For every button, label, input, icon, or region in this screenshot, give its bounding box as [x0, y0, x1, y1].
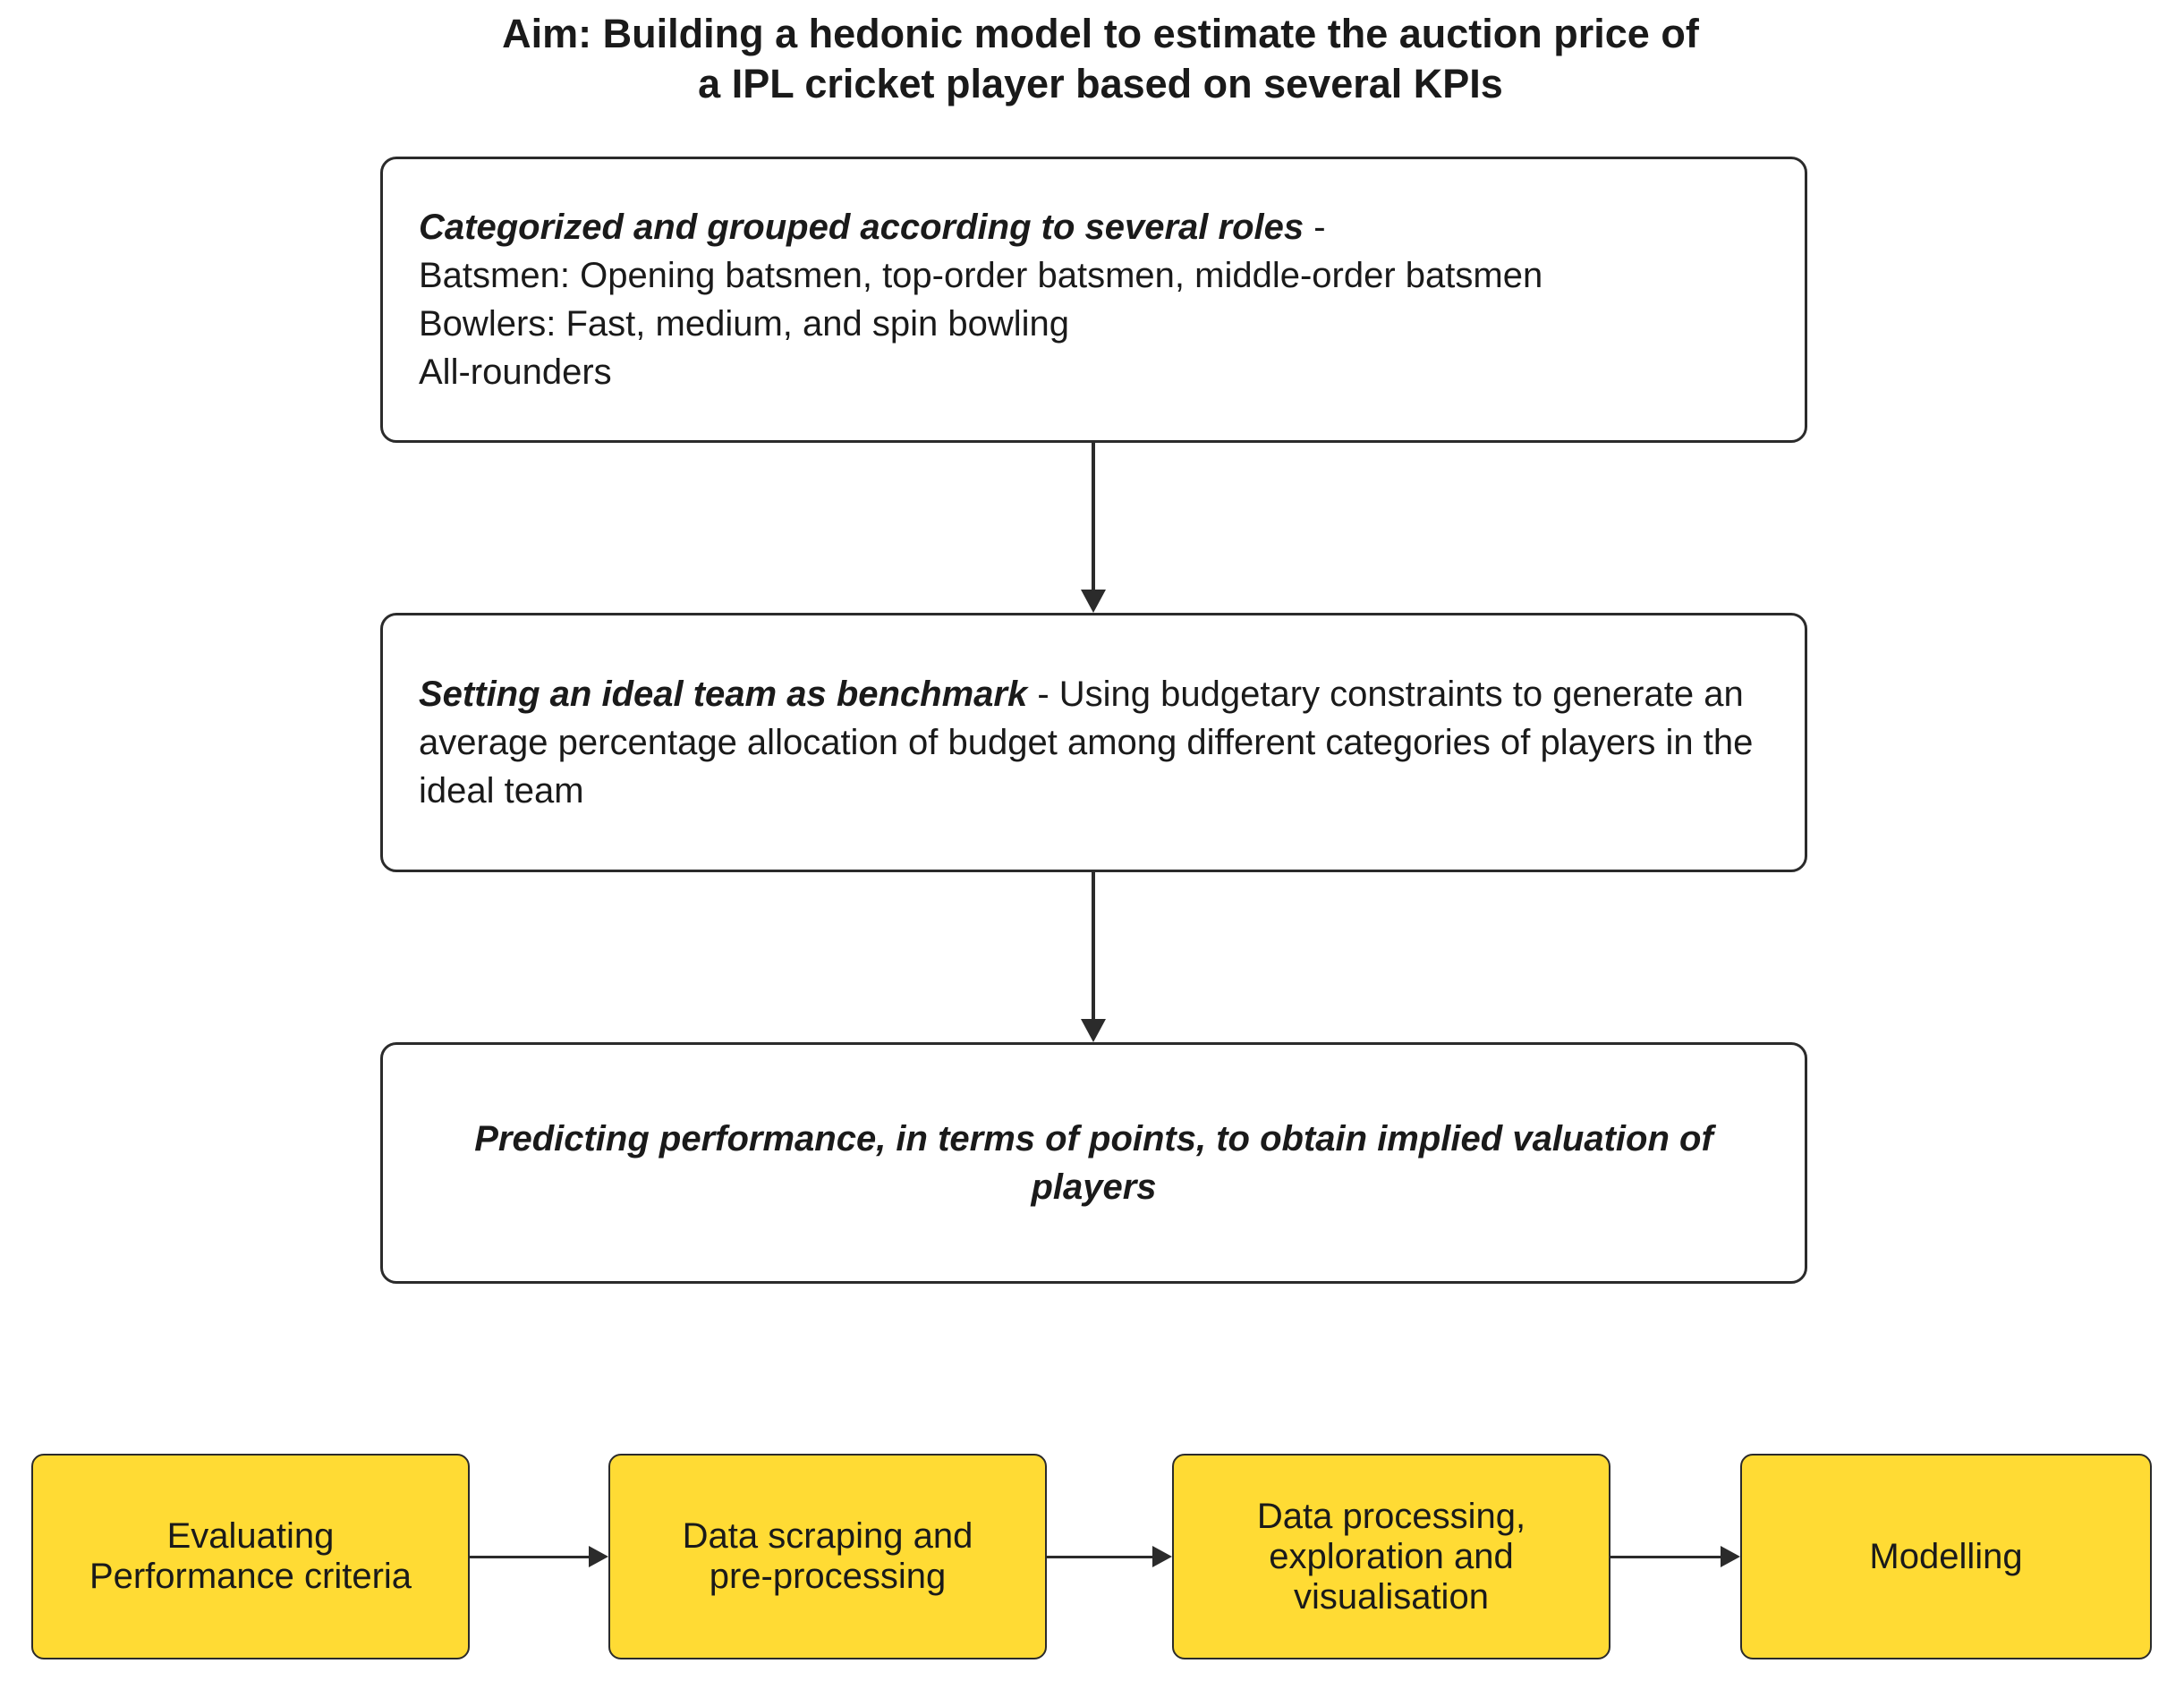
flow-node-text: Setting an ideal team as benchmark - Usi…	[383, 670, 1805, 815]
step-node-model: Modelling	[1740, 1454, 2152, 1659]
arrow-right-1	[1047, 1556, 1152, 1558]
title-line2: a IPL cricket player based on several KP…	[698, 61, 1503, 106]
arrow-right-head-2	[1721, 1546, 1740, 1567]
step-node-label: Data processing, exploration and visuali…	[1174, 1497, 1609, 1617]
step-node-process: Data processing, exploration and visuali…	[1172, 1454, 1610, 1659]
step-node-criteria: Evaluating Performance criteria	[31, 1454, 470, 1659]
title-line1: Aim: Building a hedonic model to estimat…	[502, 11, 1699, 56]
diagram-canvas: Aim: Building a hedonic model to estimat…	[0, 0, 2184, 1706]
arrow-down-0	[1092, 443, 1095, 590]
arrow-down-head-1	[1081, 1019, 1106, 1042]
arrow-right-0	[470, 1556, 589, 1558]
flow-node-text: Predicting performance, in terms of poin…	[383, 1115, 1805, 1211]
arrow-down-1	[1092, 872, 1095, 1019]
flow-node-benchmark: Setting an ideal team as benchmark - Usi…	[380, 613, 1807, 872]
flow-node-predict: Predicting performance, in terms of poin…	[380, 1042, 1807, 1284]
step-node-label: Data scraping and pre-processing	[610, 1516, 1045, 1597]
step-node-scraping: Data scraping and pre-processing	[608, 1454, 1047, 1659]
step-node-label: Evaluating Performance criteria	[33, 1516, 468, 1597]
arrow-right-2	[1610, 1556, 1721, 1558]
diagram-title: Aim: Building a hedonic model to estimat…	[340, 9, 1861, 110]
arrow-right-head-0	[589, 1546, 608, 1567]
flow-node-categorize: Categorized and grouped according to sev…	[380, 157, 1807, 443]
flow-node-text: Categorized and grouped according to sev…	[383, 203, 1805, 396]
arrow-down-head-0	[1081, 590, 1106, 613]
arrow-right-head-1	[1152, 1546, 1172, 1567]
step-node-label: Modelling	[1742, 1537, 2150, 1577]
